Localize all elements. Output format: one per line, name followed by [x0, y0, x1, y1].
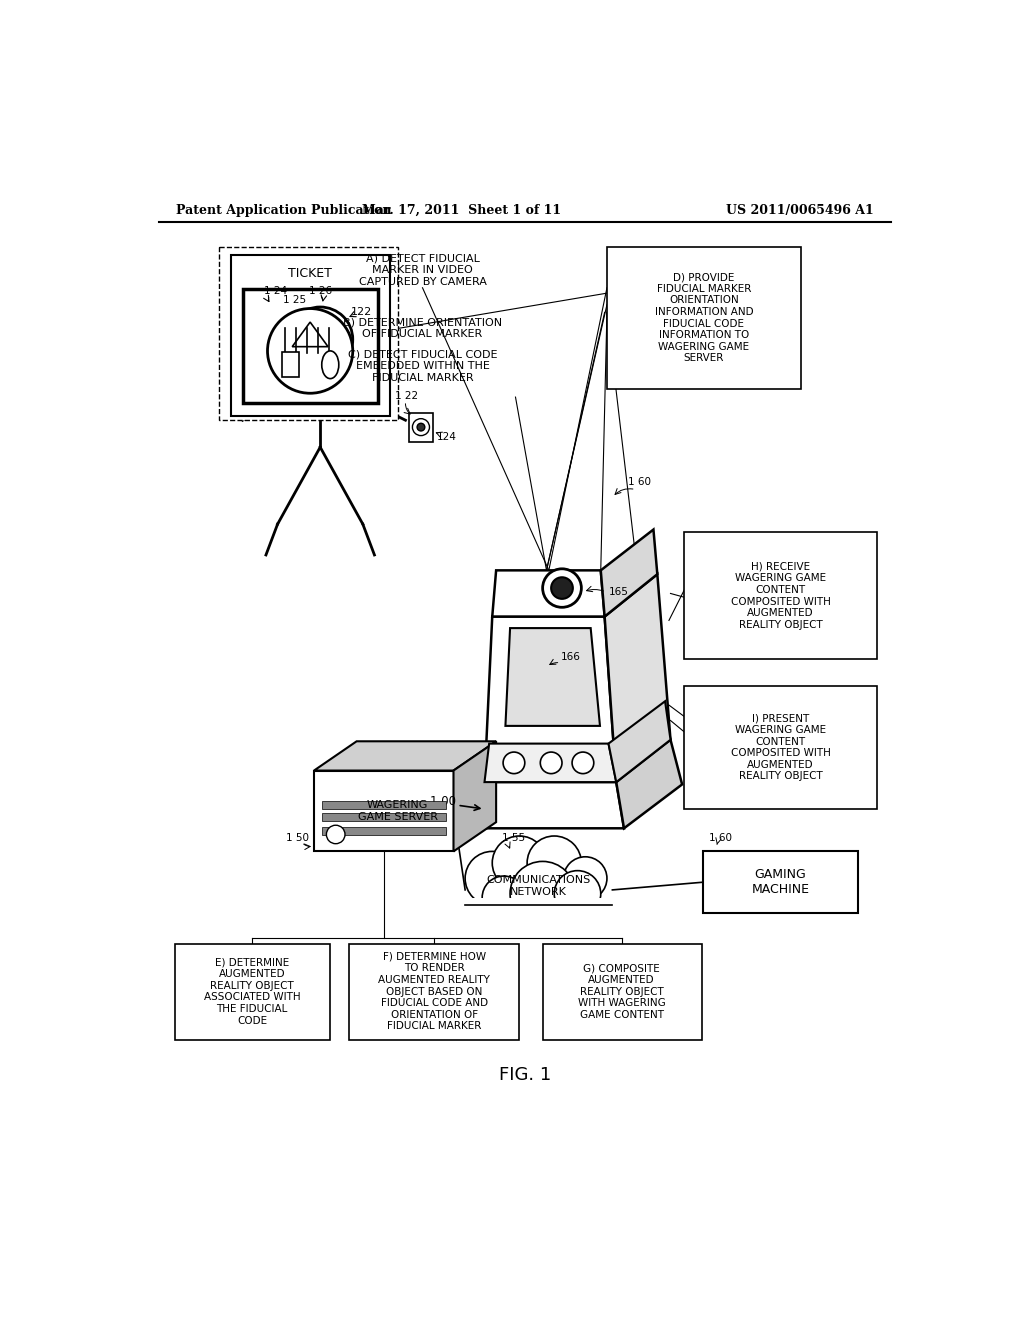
- Circle shape: [503, 752, 525, 774]
- Text: 165: 165: [608, 587, 629, 597]
- Polygon shape: [604, 574, 671, 781]
- Text: 124: 124: [436, 432, 457, 442]
- Text: WAGERING
GAME SERVER: WAGERING GAME SERVER: [357, 800, 437, 822]
- Polygon shape: [616, 739, 682, 829]
- Polygon shape: [477, 781, 624, 829]
- Text: H) RECEIVE
WAGERING GAME
CONTENT
COMPOSITED WITH
AUGMENTED
REALITY OBJECT: H) RECEIVE WAGERING GAME CONTENT COMPOSI…: [730, 562, 830, 630]
- Circle shape: [572, 752, 594, 774]
- Bar: [322, 801, 445, 809]
- Bar: [684, 532, 877, 659]
- Circle shape: [551, 577, 572, 599]
- Text: 1 55: 1 55: [502, 833, 524, 843]
- Bar: [322, 828, 445, 836]
- Circle shape: [465, 851, 519, 906]
- Text: 1 50: 1 50: [286, 833, 309, 843]
- Circle shape: [482, 876, 525, 919]
- Text: 1 24: 1 24: [263, 286, 287, 296]
- Text: F) DETERMINE HOW
TO RENDER
AUGMENTED REALITY
OBJECT BASED ON
FIDUCIAL CODE AND
O: F) DETERMINE HOW TO RENDER AUGMENTED REA…: [378, 952, 490, 1031]
- Circle shape: [510, 862, 575, 927]
- Text: 1 00: 1 00: [430, 795, 457, 808]
- Text: TICKET: TICKET: [288, 268, 332, 280]
- Bar: [283, 352, 299, 378]
- Text: FIG. 1: FIG. 1: [499, 1065, 551, 1084]
- Bar: [174, 944, 330, 1040]
- Bar: [231, 255, 390, 416]
- Text: US 2011/0065496 A1: US 2011/0065496 A1: [726, 205, 873, 218]
- Bar: [243, 289, 378, 404]
- Text: B) DETERMINE ORIENTATION
OF FIDUCIAL MARKER: B) DETERMINE ORIENTATION OF FIDUCIAL MAR…: [343, 317, 502, 339]
- Text: 1 60: 1 60: [710, 833, 732, 843]
- Text: Patent Application Publication: Patent Application Publication: [176, 205, 391, 218]
- Text: I) PRESENT
WAGERING GAME
CONTENT
COMPOSITED WITH
AUGMENTED
REALITY OBJECT: I) PRESENT WAGERING GAME CONTENT COMPOSI…: [730, 713, 830, 781]
- Bar: [607, 247, 801, 389]
- Polygon shape: [484, 616, 616, 781]
- Bar: [703, 851, 858, 913]
- Bar: [322, 813, 445, 821]
- Bar: [543, 944, 701, 1040]
- Circle shape: [288, 308, 352, 372]
- Text: 166: 166: [560, 652, 581, 663]
- Polygon shape: [493, 570, 604, 616]
- Bar: [219, 247, 397, 420]
- Circle shape: [413, 418, 429, 436]
- Text: COMMUNICATIONS
NETWORK: COMMUNICATIONS NETWORK: [486, 875, 591, 896]
- Circle shape: [527, 836, 582, 890]
- Text: 1 26: 1 26: [308, 286, 332, 296]
- Circle shape: [543, 569, 582, 607]
- Circle shape: [327, 825, 345, 843]
- Polygon shape: [506, 628, 600, 726]
- Text: 1 60: 1 60: [628, 477, 651, 487]
- Text: GAMING
MACHINE: GAMING MACHINE: [752, 869, 810, 896]
- Polygon shape: [601, 529, 657, 616]
- Bar: [465, 898, 612, 932]
- Text: 1 22: 1 22: [395, 391, 419, 400]
- Circle shape: [563, 857, 607, 900]
- Polygon shape: [484, 743, 616, 781]
- Polygon shape: [314, 742, 496, 771]
- Polygon shape: [454, 742, 496, 851]
- Circle shape: [554, 871, 601, 917]
- Circle shape: [493, 836, 547, 890]
- Polygon shape: [292, 322, 328, 347]
- Text: 1 25: 1 25: [283, 296, 306, 305]
- Text: D) PROVIDE
FIDUCIAL MARKER
ORIENTATION
INFORMATION AND
FIDUCIAL CODE
INFORMATION: D) PROVIDE FIDUCIAL MARKER ORIENTATION I…: [654, 272, 753, 363]
- Bar: [410, 412, 432, 442]
- Text: C) DETECT FIDUCIAL CODE
EMBEDDED WITHIN THE
FIDUCIAL MARKER: C) DETECT FIDUCIAL CODE EMBEDDED WITHIN …: [348, 350, 498, 383]
- Polygon shape: [608, 701, 671, 781]
- Text: G) COMPOSITE
AUGMENTED
REALITY OBJECT
WITH WAGERING
GAME CONTENT: G) COMPOSITE AUGMENTED REALITY OBJECT WI…: [578, 964, 666, 1020]
- Ellipse shape: [322, 351, 339, 379]
- Text: E) DETERMINE
AUGMENTED
REALITY OBJECT
ASSOCIATED WITH
THE FIDUCIAL
CODE: E) DETERMINE AUGMENTED REALITY OBJECT AS…: [204, 957, 300, 1026]
- Circle shape: [541, 752, 562, 774]
- Polygon shape: [314, 771, 454, 851]
- Circle shape: [267, 309, 352, 393]
- Text: Mar. 17, 2011  Sheet 1 of 11: Mar. 17, 2011 Sheet 1 of 11: [361, 205, 561, 218]
- Circle shape: [417, 424, 425, 432]
- Bar: [684, 686, 877, 809]
- Text: 122: 122: [351, 308, 373, 317]
- Bar: [349, 944, 519, 1040]
- Text: A) DETECT FIDUCIAL
MARKER IN VIDEO
CAPTURED BY CAMERA: A) DETECT FIDUCIAL MARKER IN VIDEO CAPTU…: [358, 253, 486, 286]
